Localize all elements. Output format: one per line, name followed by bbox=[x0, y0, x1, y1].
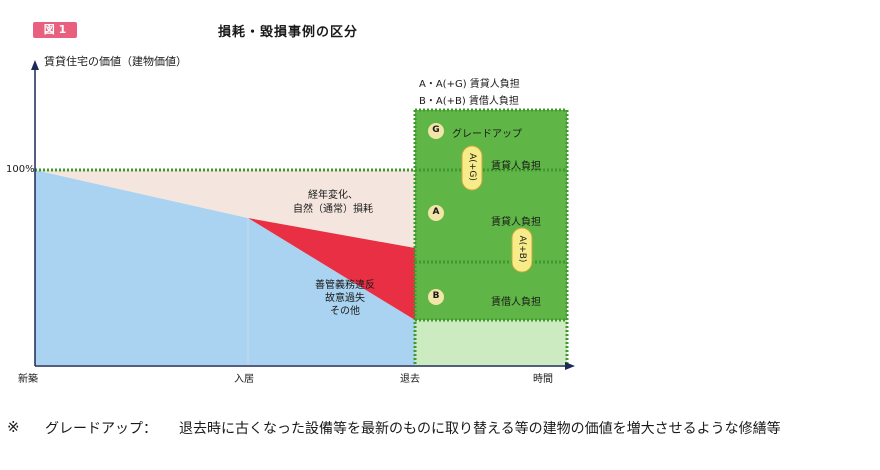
y-axis-label: 賃貸住宅の価値（建物価値） bbox=[44, 55, 187, 68]
y-axis-arrow bbox=[31, 60, 39, 70]
y-tick-100-percent: 100% bbox=[6, 164, 35, 175]
damage-classification-diagram bbox=[31, 60, 575, 370]
case-a-label: 賃貸人負担 bbox=[491, 217, 541, 228]
case-g-label: グレードアップ bbox=[452, 129, 522, 140]
case-g-burden-label: 賃貸人負担 bbox=[491, 161, 541, 172]
bracket-a-plus-g bbox=[461, 145, 483, 191]
x-tick-move-in: 入居 bbox=[234, 374, 254, 385]
footnote-mark: ※ bbox=[7, 418, 20, 436]
tenant-damage-area bbox=[248, 218, 415, 320]
figure-title: 損耗・毀損事例の区分 bbox=[218, 25, 359, 40]
tenant-damage-label-2: 故意過失 bbox=[325, 293, 365, 304]
case-a-marker: A bbox=[432, 207, 440, 217]
tenant-damage-label-1: 善管義務違反 bbox=[315, 280, 375, 291]
case-b-marker-circle bbox=[428, 289, 444, 305]
case-g-marker: G bbox=[432, 125, 440, 135]
aging-wear-label-1: 経年変化、 bbox=[308, 190, 358, 201]
building-value-area bbox=[35, 170, 415, 365]
case-column-light bbox=[415, 320, 567, 365]
footnote-term: グレードアップ： bbox=[45, 421, 157, 437]
case-a-marker-circle bbox=[428, 205, 444, 221]
aging-wear-label-2: 自然（通常）損耗 bbox=[293, 204, 373, 215]
case-b-marker: B bbox=[432, 291, 440, 301]
bracket-a-plus-g-label: A(+G) bbox=[467, 153, 477, 181]
legend-line-1: A・A(+G) 賃貸人負担 bbox=[419, 79, 520, 90]
legend-line-2: B・A(+B) 賃借人負担 bbox=[419, 96, 519, 107]
bracket-a-plus-b-label: A(+B) bbox=[517, 235, 527, 263]
tenant-damage-label-3: その他 bbox=[330, 306, 360, 317]
x-tick-time: 時間 bbox=[533, 374, 553, 385]
bracket-a-plus-b bbox=[511, 227, 533, 273]
case-b-label: 賃借人負担 bbox=[491, 297, 541, 308]
x-tick-move-out: 退去 bbox=[400, 374, 420, 385]
x-tick-new-build: 新築 bbox=[18, 374, 38, 385]
case-g-marker-circle bbox=[428, 123, 444, 139]
footnote-text: 退去時に古くなった設備等を最新のものに取り替える等の建物の価値を増大させるような… bbox=[179, 421, 781, 437]
x-axis-arrow bbox=[565, 362, 575, 370]
aging-wear-area bbox=[35, 170, 415, 248]
figure-badge: 図 1 bbox=[33, 22, 77, 38]
